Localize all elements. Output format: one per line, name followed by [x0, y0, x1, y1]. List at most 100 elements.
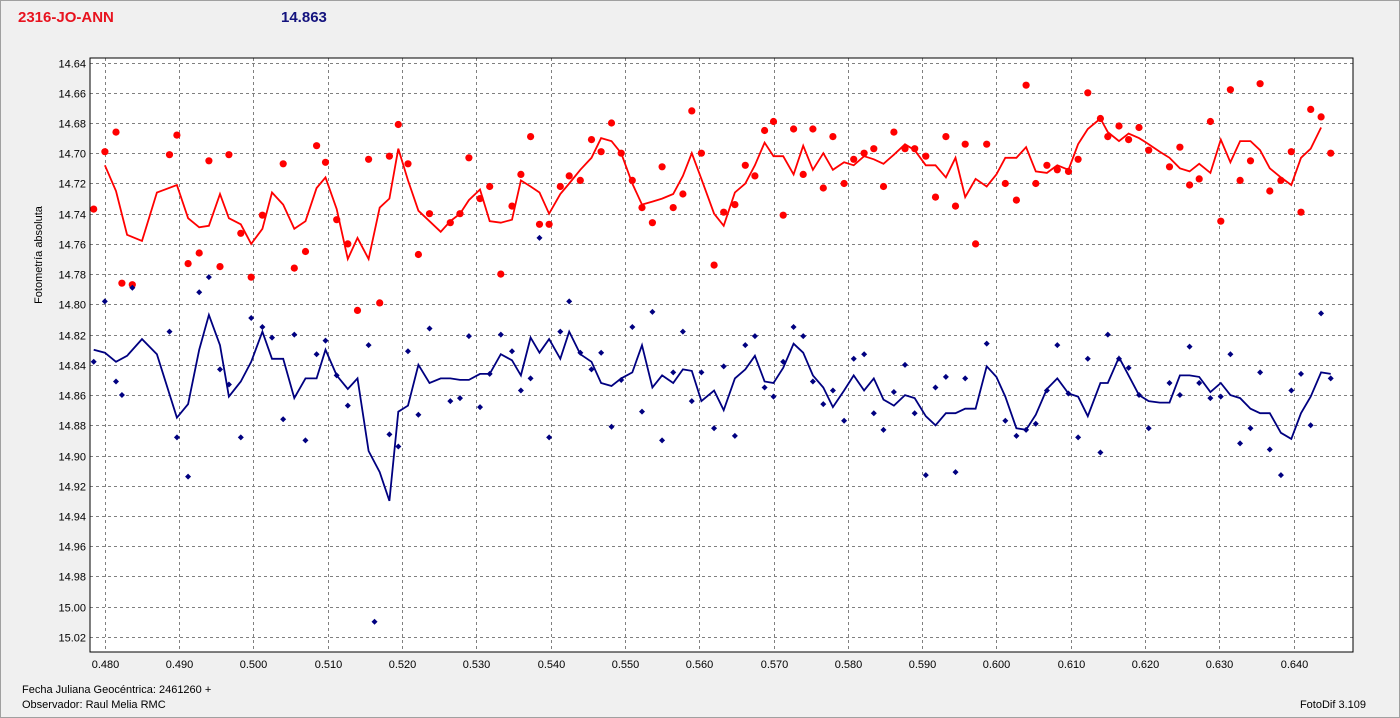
data-point	[185, 473, 192, 480]
data-point	[1206, 117, 1214, 126]
data-point	[790, 324, 797, 331]
data-point	[269, 334, 276, 341]
data-point	[497, 331, 504, 338]
data-point	[952, 469, 959, 476]
data-point	[1287, 148, 1295, 156]
data-point	[165, 151, 174, 159]
data-point	[819, 184, 827, 192]
data-point	[931, 193, 940, 201]
data-point	[720, 363, 727, 370]
data-point	[1236, 176, 1244, 184]
data-point	[731, 432, 738, 439]
data-point	[576, 176, 584, 184]
y-tick-label: 14.72	[58, 179, 86, 191]
x-tick-label: 0.520	[389, 659, 417, 671]
data-point	[535, 220, 544, 228]
data-point	[1186, 181, 1194, 189]
data-point	[850, 355, 857, 362]
y-tick-label: 15.02	[58, 633, 86, 645]
data-point	[426, 325, 433, 332]
data-point	[902, 361, 909, 368]
y-tick-label: 14.92	[58, 482, 86, 494]
data-point	[508, 202, 516, 210]
data-point	[870, 410, 877, 417]
data-point	[711, 425, 718, 432]
data-point	[90, 358, 97, 365]
data-point	[333, 372, 340, 379]
data-point	[1307, 105, 1315, 113]
data-point	[536, 234, 543, 241]
y-tick-label: 14.90	[58, 452, 86, 464]
data-point	[607, 119, 616, 127]
y-tick-label: 15.00	[58, 603, 86, 615]
data-point	[932, 384, 939, 391]
data-point	[527, 375, 534, 382]
data-point	[922, 152, 930, 160]
data-point	[322, 337, 329, 344]
observer-label: Observador: Raul Melia RMC	[22, 699, 166, 711]
data-point	[508, 348, 515, 355]
plot-border	[89, 57, 1354, 653]
data-point	[1115, 355, 1122, 362]
data-point	[911, 145, 919, 153]
data-point	[800, 333, 807, 340]
data-point	[1307, 422, 1314, 429]
data-point	[710, 261, 718, 269]
data-point	[1043, 161, 1051, 169]
data-point	[679, 190, 687, 198]
plot-area	[90, 58, 1353, 652]
y-tick-label: 14.84	[58, 361, 86, 373]
data-point	[1266, 187, 1274, 195]
data-point	[129, 284, 136, 291]
data-point	[890, 389, 897, 396]
data-point	[101, 298, 108, 305]
data-point	[425, 210, 434, 218]
x-tick-label: 0.490	[166, 659, 194, 671]
data-point	[313, 142, 321, 150]
data-point	[761, 384, 768, 391]
data-point	[658, 163, 666, 171]
x-tick-label: 0.550	[612, 659, 640, 671]
data-point	[1257, 369, 1264, 376]
y-tick-label: 14.66	[58, 89, 86, 101]
data-point	[248, 314, 255, 321]
data-point	[1226, 86, 1234, 94]
data-point	[761, 126, 769, 135]
data-point	[1022, 81, 1030, 89]
data-point	[820, 401, 827, 408]
data-point	[639, 408, 646, 415]
y-axis-ticks: 14.64 14.66 14.68 14.70 14.72 14.74 14.76 14.78…	[58, 59, 86, 645]
data-point	[618, 376, 625, 383]
data-point	[196, 289, 203, 296]
data-point	[237, 434, 244, 441]
data-point	[1135, 123, 1143, 132]
x-tick-label: 0.600	[983, 659, 1011, 671]
data-point	[922, 472, 929, 479]
data-point	[679, 328, 686, 335]
data-point	[983, 140, 991, 148]
x-tick-label: 0.530	[463, 659, 491, 671]
data-point	[780, 358, 787, 365]
series-blue	[90, 234, 1334, 625]
data-point	[829, 133, 837, 141]
data-point	[608, 423, 615, 430]
data-point	[313, 351, 320, 358]
data-point	[279, 160, 287, 168]
y-tick-label: 14.96	[58, 542, 86, 554]
data-point	[1246, 157, 1255, 165]
data-point	[879, 182, 888, 191]
data-point	[365, 342, 372, 349]
object-name: 2316-JO-ANN	[18, 9, 114, 26]
data-point	[118, 392, 125, 399]
x-axis-ticks: 0.480 0.490 0.500 0.510 0.520 0.530 0.540 0.550…	[92, 659, 1309, 671]
x-tick-label: 0.580	[835, 659, 863, 671]
data-point	[1176, 392, 1183, 399]
data-point	[1227, 351, 1234, 358]
data-point	[237, 229, 245, 237]
data-point	[1327, 149, 1335, 157]
data-point	[184, 260, 192, 268]
data-point	[497, 270, 505, 278]
y-tick-label: 14.86	[58, 391, 86, 403]
data-point	[1054, 342, 1061, 349]
data-point	[195, 249, 203, 257]
